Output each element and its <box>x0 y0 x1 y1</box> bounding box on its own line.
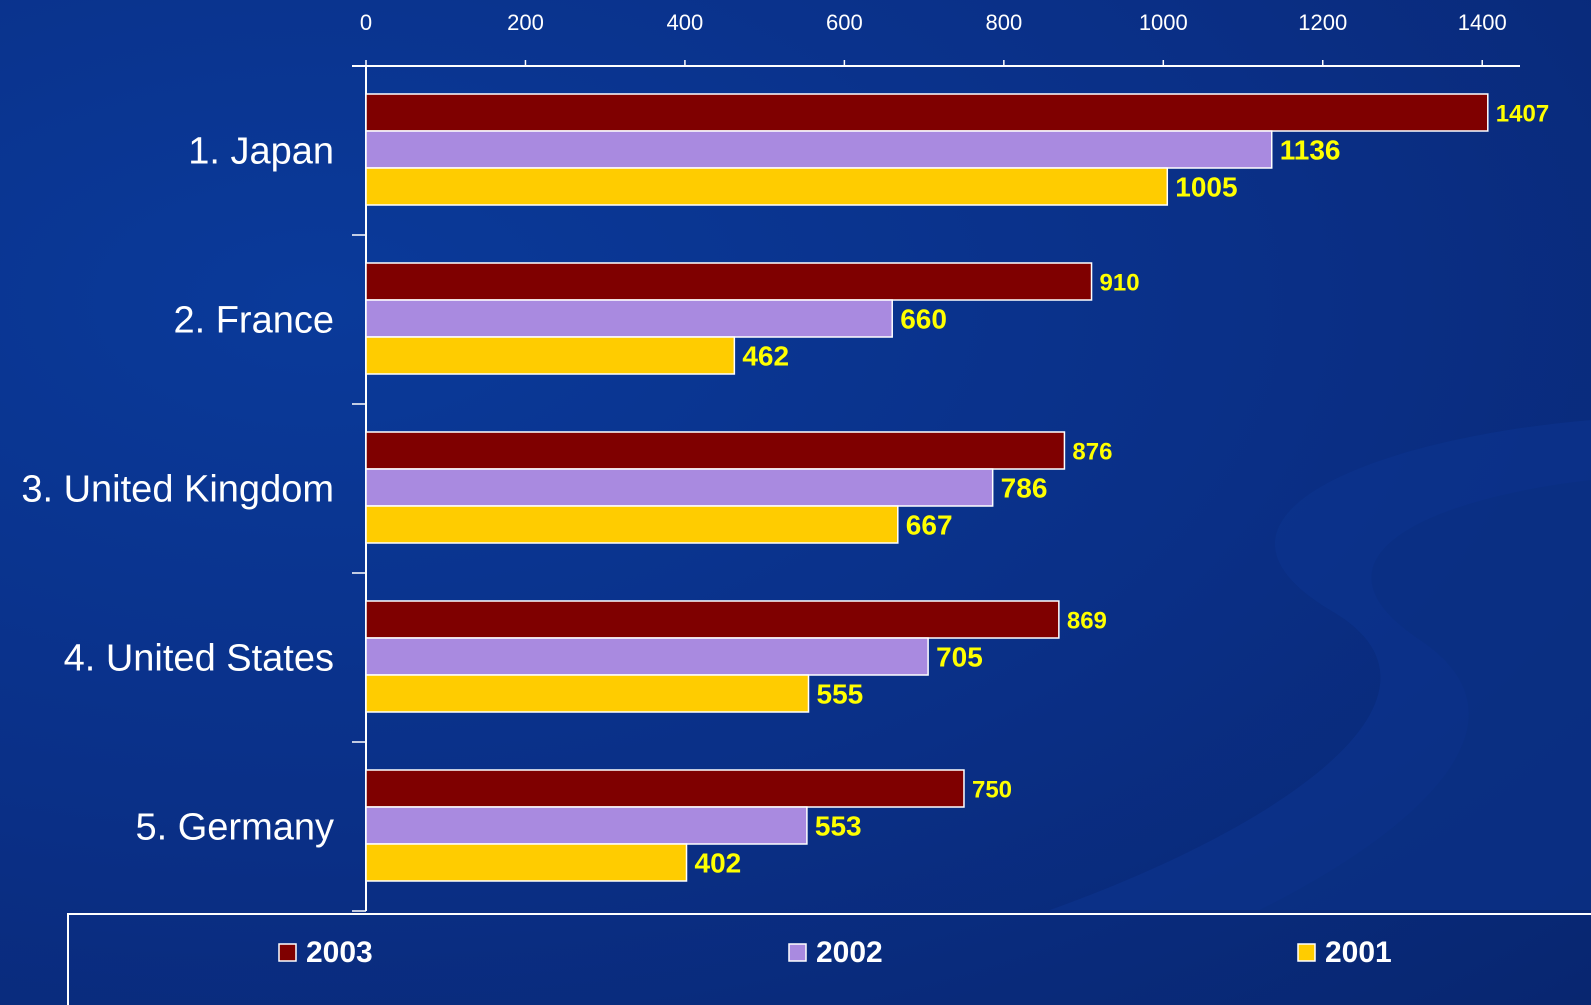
data-label: 1407 <box>1496 101 1549 128</box>
data-label: 1005 <box>1175 172 1237 203</box>
category-axis: 1. Japan 2. France 3. United Kingdom 4. Uni… <box>21 66 367 912</box>
legend-swatch-2001 <box>1297 943 1316 962</box>
bar-2003 <box>365 262 1093 301</box>
background-decoration <box>1050 420 1591 910</box>
bar-2003 <box>365 93 1489 132</box>
x-tick-label: 1000 <box>1139 10 1188 35</box>
x-tick-label: 200 <box>507 10 544 35</box>
data-label: 750 <box>972 777 1012 804</box>
bar-2003 <box>365 769 965 808</box>
x-tick-label: 600 <box>826 10 863 35</box>
legend-label: 2003 <box>306 936 373 969</box>
x-tick-label: 1400 <box>1458 10 1507 35</box>
bar-2001 <box>365 843 688 882</box>
data-label: 462 <box>742 341 789 372</box>
data-label: 660 <box>900 304 947 335</box>
x-tick-label: 0 <box>360 10 372 35</box>
data-label: 705 <box>936 642 983 673</box>
category-label: 1. Japan <box>188 131 334 173</box>
bar-2002 <box>365 468 994 507</box>
category-label: 5. Germany <box>135 807 334 849</box>
bar-2001 <box>365 167 1169 206</box>
data-label: 667 <box>906 510 953 541</box>
data-label: 555 <box>817 679 864 710</box>
legend-box <box>67 913 1591 1005</box>
bar-2002 <box>365 299 893 338</box>
x-tick-label: 400 <box>667 10 704 35</box>
legend-label: 2002 <box>816 936 883 969</box>
x-tick-label: 1200 <box>1298 10 1347 35</box>
background-swoosh <box>1260 480 1591 910</box>
bar-2003 <box>365 431 1066 470</box>
data-label: 876 <box>1072 439 1112 466</box>
bar-2002 <box>365 130 1273 169</box>
data-label: 553 <box>815 811 862 842</box>
bars <box>365 93 1489 882</box>
bar-2002 <box>365 806 808 845</box>
bar-2003 <box>365 600 1060 639</box>
data-label: 402 <box>695 848 742 879</box>
data-label: 869 <box>1067 608 1107 635</box>
bar-2001 <box>365 674 810 713</box>
category-label: 4. United States <box>64 638 334 680</box>
legend-swatch-2003 <box>278 943 297 962</box>
bar-2001 <box>365 336 736 375</box>
legend-label: 2001 <box>1325 936 1392 969</box>
bar-2002 <box>365 637 929 676</box>
data-labels: 1407 1136 1005 910 660 462 876 786 667 869 705 555 7… <box>695 101 1550 879</box>
category-label: 2. France <box>173 300 334 342</box>
data-label: 910 <box>1100 270 1140 297</box>
data-label: 786 <box>1001 473 1048 504</box>
x-axis: 0 200 400 600 800 1000 1200 1400 <box>352 10 1520 67</box>
x-tick-label: 800 <box>985 10 1022 35</box>
bar-2001 <box>365 505 899 544</box>
legend: 2003 2002 2001 <box>67 913 1591 1005</box>
data-label: 1136 <box>1280 135 1341 166</box>
category-label: 3. United Kingdom <box>21 469 334 511</box>
legend-swatch-2002 <box>788 943 807 962</box>
